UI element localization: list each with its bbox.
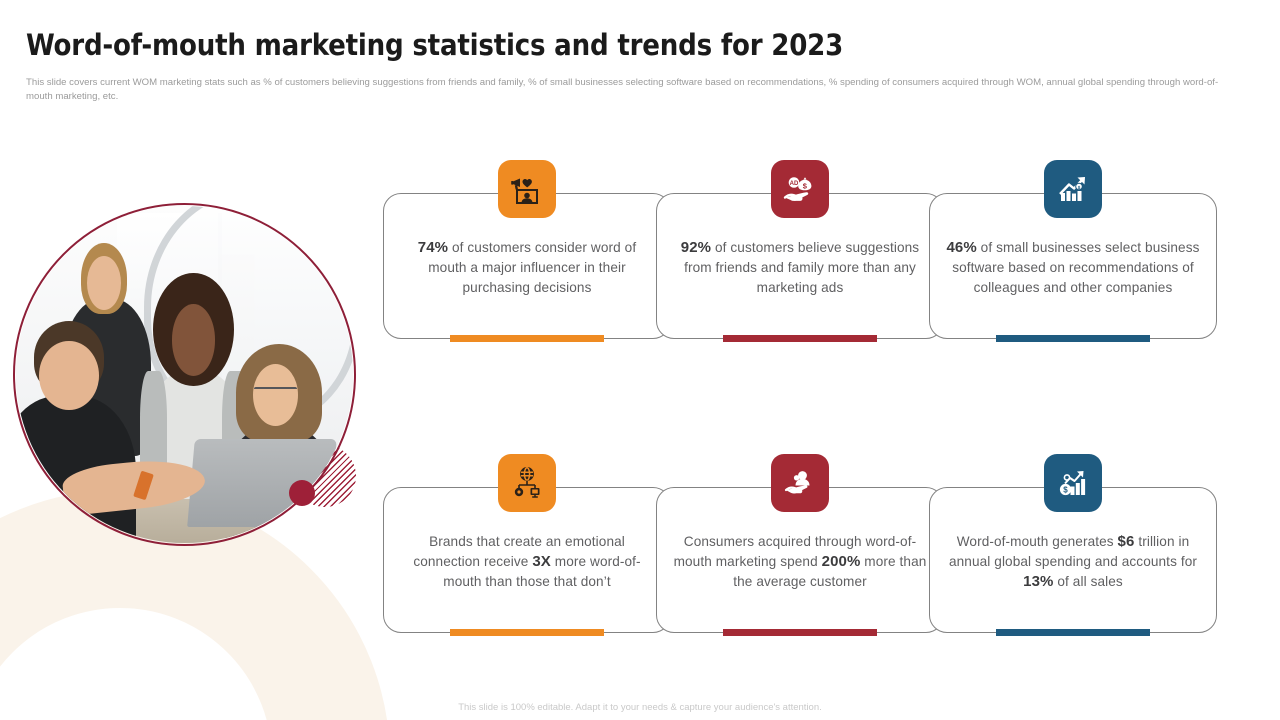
stat-card-2-value: 92% (680, 239, 712, 256)
stat-card-4-description-after: more word-of-mouth than those that don’t (443, 554, 641, 589)
stat-card-3[interactable]: $ 46% of small businesses select busines… (929, 160, 1217, 342)
growth-chart-dollar-icon: $ (1044, 160, 1102, 218)
maroon-dot-decoration (289, 480, 315, 506)
svg-text:$: $ (1078, 185, 1081, 190)
stat-card-3-value: 46% (946, 239, 977, 256)
stat-card-1-text: 74% of customers consider word of mouth … (398, 238, 656, 298)
stat-card-6-value: $6 (1117, 533, 1135, 550)
stat-card-6-description-after: trillion in annual global spending and a… (948, 534, 1198, 569)
stat-card-6-description-before: Word-of-mouth generates (956, 534, 1118, 549)
stat-card-5-text: Consumers acquired through word-of-mouth… (671, 532, 929, 592)
stat-card-5-description-after: more than the average customer (733, 554, 927, 589)
stat-card-5-accent-bar (723, 629, 877, 636)
stat-card-4-text: Brands that create an emotional connecti… (398, 532, 656, 592)
page-title: Word-of-mouth marketing statistics and t… (26, 28, 844, 62)
svg-text:$: $ (803, 181, 808, 190)
photo-ring-border (13, 203, 356, 546)
stat-card-6-text: Word-of-mouth generates $6 trillion in a… (944, 532, 1202, 592)
hand-ad-money-bag-icon: AD $ (771, 160, 829, 218)
stat-card-6-value-2: 13% (1023, 573, 1054, 590)
network-globe-devices-icon (498, 454, 556, 512)
hand-holding-customer-icon (771, 454, 829, 512)
stat-card-3-accent-bar (996, 335, 1150, 342)
team-photo (13, 203, 356, 546)
stat-card-4-value: 3X (532, 553, 551, 570)
dollar-bar-chart-trend-icon: $ (1044, 454, 1102, 512)
page-subtitle: This slide covers current WOM marketing … (26, 77, 1219, 102)
stat-card-5-value: 200% (821, 553, 861, 570)
stat-card-6-accent-bar (996, 629, 1150, 636)
stat-card-1-accent-bar (450, 335, 604, 342)
megaphone-heart-person-icon (498, 160, 556, 218)
stat-card-1-description: of customers consider word of mouth a ma… (428, 240, 637, 295)
svg-text:AD: AD (790, 181, 799, 187)
stat-card-2-text: 92% of customers believe suggestions fro… (671, 238, 929, 298)
stat-card-1[interactable]: 74% of customers consider word of mouth … (383, 160, 671, 342)
stat-card-5[interactable]: Consumers acquired through word-of-mouth… (656, 454, 944, 636)
stat-card-3-text: 46% of small businesses select business … (944, 238, 1202, 298)
stat-card-4[interactable]: Brands that create an emotional connecti… (383, 454, 671, 636)
stat-card-2[interactable]: AD $ 92% of customers believe suggestion… (656, 160, 944, 342)
stat-card-4-description-before: Brands that create an emotional connecti… (413, 534, 625, 569)
stat-card-6-description-end: of all sales (1053, 574, 1123, 589)
stat-card-2-description: of customers believe suggestions from fr… (684, 240, 920, 295)
stat-card-2-accent-bar (723, 335, 877, 342)
svg-text:$: $ (1063, 486, 1068, 495)
stat-card-3-description: of small businesses select business soft… (952, 240, 1200, 295)
stat-card-4-accent-bar (450, 629, 604, 636)
stat-card-1-value: 74% (417, 239, 449, 256)
footer-note: This slide is 100% editable. Adapt it to… (458, 702, 822, 713)
stat-card-6[interactable]: $ Word-of-mouth generates $6 trillion in… (929, 454, 1217, 636)
stat-card-5-description-before: Consumers acquired through word-of-mouth… (673, 534, 917, 569)
